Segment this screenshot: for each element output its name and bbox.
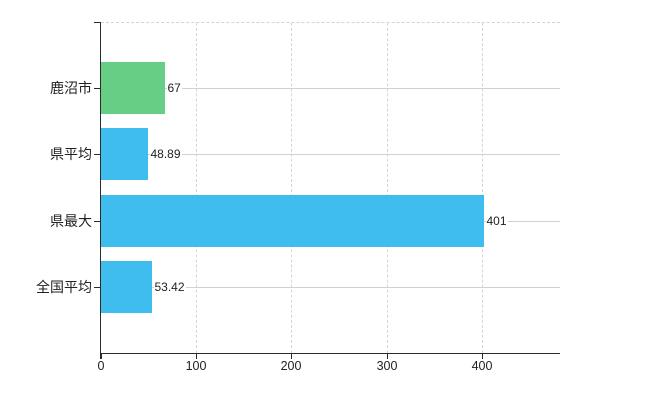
category-label: 県最大 bbox=[50, 213, 92, 229]
x-tick bbox=[196, 354, 197, 359]
y-axis-line bbox=[100, 22, 101, 359]
y-tick bbox=[94, 88, 101, 89]
y-tick bbox=[94, 287, 101, 288]
y-axis-cap-tick bbox=[94, 22, 101, 23]
value-label: 53.42 bbox=[153, 279, 186, 294]
category-gridline bbox=[100, 153, 560, 155]
x-axis-line bbox=[100, 353, 560, 354]
category-gridline bbox=[100, 286, 560, 288]
x-tick-label: 100 bbox=[185, 359, 207, 373]
bar bbox=[101, 62, 165, 114]
x-tick bbox=[291, 354, 292, 359]
category-label: 県平均 bbox=[50, 146, 92, 162]
x-tick bbox=[387, 354, 388, 359]
category-label: 全国平均 bbox=[36, 279, 92, 295]
y-tick bbox=[94, 154, 101, 155]
value-label: 48.89 bbox=[149, 147, 182, 162]
x-gridline bbox=[386, 23, 388, 353]
value-label: 67 bbox=[166, 81, 182, 96]
x-tick bbox=[482, 354, 483, 359]
y-tick bbox=[94, 221, 101, 222]
x-gridline bbox=[481, 23, 483, 353]
x-tick-label: 0 bbox=[97, 359, 105, 373]
category-label: 鹿沼市 bbox=[50, 80, 92, 96]
bar bbox=[101, 195, 484, 247]
value-label: 401 bbox=[485, 213, 508, 228]
plot-top-border bbox=[100, 22, 560, 23]
x-tick bbox=[101, 354, 102, 359]
bar bbox=[101, 128, 148, 180]
category-gridline bbox=[100, 87, 560, 89]
x-tick-label: 300 bbox=[376, 359, 398, 373]
x-gridline bbox=[290, 23, 292, 353]
x-gridline bbox=[195, 23, 197, 353]
x-tick-label: 400 bbox=[471, 359, 493, 373]
x-tick-label: 200 bbox=[280, 359, 302, 373]
bar bbox=[101, 261, 152, 313]
